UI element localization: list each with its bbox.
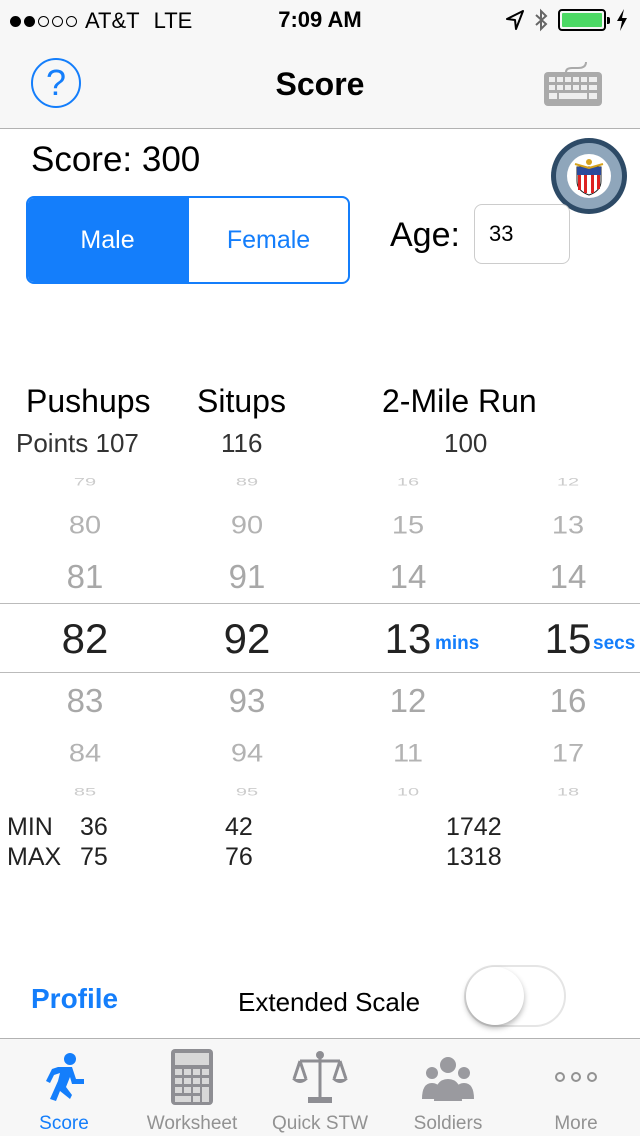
age-input[interactable]: 33 xyxy=(474,204,570,264)
pushups-points-value: 107 xyxy=(95,428,139,458)
run-minutes-picker-column[interactable]: 16 15 14 13 12 11 10 xyxy=(348,455,468,815)
situps-points-value: 116 xyxy=(221,428,263,458)
picker-value: 18 xyxy=(556,786,580,799)
tab-quick-stw[interactable]: Quick STW xyxy=(256,1039,384,1136)
run-min-value: 1742 xyxy=(446,813,502,841)
extended-scale-toggle[interactable] xyxy=(464,965,566,1027)
picker-value: 10 xyxy=(396,786,420,799)
charging-icon xyxy=(617,9,627,31)
picker-value: 89 xyxy=(235,476,259,489)
battery-icon xyxy=(558,9,610,31)
picker-value: 95 xyxy=(235,786,259,799)
scales-icon xyxy=(292,1051,348,1103)
more-icon xyxy=(555,1072,597,1082)
situps-picker-column[interactable]: 89 90 91 92 93 94 95 xyxy=(187,455,307,815)
picker-value: 79 xyxy=(73,476,97,489)
tab-score[interactable]: Score xyxy=(0,1039,128,1136)
tab-label: Score xyxy=(39,1113,89,1134)
picker-value: 91 xyxy=(228,558,266,595)
signal-strength-icon xyxy=(10,15,77,27)
picker-value: 17 xyxy=(551,740,585,768)
physical-fitness-excellence-badge-icon xyxy=(551,138,627,214)
gender-option-male[interactable]: Male xyxy=(28,198,187,282)
help-button[interactable]: ? xyxy=(31,58,81,108)
picker-selected-value: 82 xyxy=(61,615,109,662)
tab-more[interactable]: More xyxy=(512,1039,640,1136)
extended-scale-label: Extended Scale xyxy=(238,987,421,1017)
status-time: 7:09 AM xyxy=(278,7,362,32)
navigation-bar: ? Score xyxy=(0,40,640,129)
run-points-value: 100 xyxy=(444,428,488,458)
status-bar: AT&T LTE 7:09 AM xyxy=(0,0,640,40)
score-picker[interactable]: 79 80 81 82 83 84 85 89 90 91 92 93 94 9… xyxy=(0,455,640,815)
tab-label: More xyxy=(554,1113,598,1134)
picker-value: 85 xyxy=(73,786,97,799)
situps-min-value: 42 xyxy=(225,813,253,841)
picker-value: 16 xyxy=(549,682,587,719)
picker-value: 84 xyxy=(68,740,102,768)
picker-selected-value: 13 xyxy=(384,615,432,662)
help-icon: ? xyxy=(45,62,67,103)
picker-value: 14 xyxy=(549,558,587,595)
toggle-knob xyxy=(466,967,524,1025)
picker-value: 94 xyxy=(230,740,264,768)
network-label: LTE xyxy=(153,8,193,33)
situps-header: Situps xyxy=(197,383,286,419)
points-label: Points xyxy=(16,428,89,458)
keyboard-icon[interactable] xyxy=(542,60,604,108)
soldiers-icon xyxy=(422,1057,474,1101)
picker-selected-value: 92 xyxy=(223,615,271,662)
status-left: AT&T LTE xyxy=(10,8,192,34)
gender-segmented-control: Male Female xyxy=(26,196,350,284)
tab-bar: Score Worksheet Qu xyxy=(0,1038,640,1136)
tab-label: Quick STW xyxy=(271,1113,369,1134)
picker-value: 12 xyxy=(556,476,580,489)
picker-value: 16 xyxy=(396,476,420,489)
picker-value: 15 xyxy=(391,512,425,540)
max-label: MAX xyxy=(7,843,62,871)
tab-label: Worksheet xyxy=(146,1113,238,1134)
picker-value: 80 xyxy=(68,512,102,540)
score-label: Score: 300 xyxy=(31,140,201,179)
run-max-value: 1318 xyxy=(446,843,502,871)
bluetooth-icon xyxy=(535,8,548,32)
situps-max-value: 76 xyxy=(225,843,253,871)
tab-soldiers[interactable]: Soldiers xyxy=(384,1039,512,1136)
pushups-max-value: 75 xyxy=(80,843,108,871)
location-icon xyxy=(506,10,524,30)
seconds-unit-label: secs xyxy=(593,633,636,654)
pushups-header: Pushups xyxy=(26,383,151,419)
age-label: Age: xyxy=(390,216,460,254)
profile-button[interactable]: Profile xyxy=(31,983,119,1014)
minutes-unit-label: mins xyxy=(435,633,480,654)
picker-selection-top-line xyxy=(0,603,640,604)
pushups-points: Points 107 xyxy=(16,428,139,459)
run-header: 2-Mile Run xyxy=(382,383,537,419)
tab-label: Soldiers xyxy=(413,1113,483,1134)
picker-value: 90 xyxy=(230,512,264,540)
picker-value: 13 xyxy=(551,512,585,540)
calculator-icon xyxy=(171,1049,213,1105)
status-right xyxy=(506,8,628,32)
gender-option-female[interactable]: Female xyxy=(187,198,348,282)
picker-value: 93 xyxy=(228,682,266,719)
picker-value: 11 xyxy=(392,740,424,768)
pushups-min-value: 36 xyxy=(80,813,108,841)
picker-value: 14 xyxy=(389,558,427,595)
page-title: Score xyxy=(275,66,365,102)
tab-worksheet[interactable]: Worksheet xyxy=(128,1039,256,1136)
run-seconds-picker-column[interactable]: 12 13 14 15 16 17 18 xyxy=(508,455,628,815)
picker-value: 83 xyxy=(66,682,104,719)
carrier-label: AT&T xyxy=(85,8,140,33)
runner-icon xyxy=(46,1053,84,1101)
picker-selected-value: 15 xyxy=(544,615,592,662)
min-label: MIN xyxy=(7,813,53,841)
pushups-picker-column[interactable]: 79 80 81 82 83 84 85 xyxy=(25,455,145,815)
picker-value: 12 xyxy=(389,682,427,719)
picker-value: 81 xyxy=(66,558,104,595)
picker-selection-bottom-line xyxy=(0,672,640,673)
